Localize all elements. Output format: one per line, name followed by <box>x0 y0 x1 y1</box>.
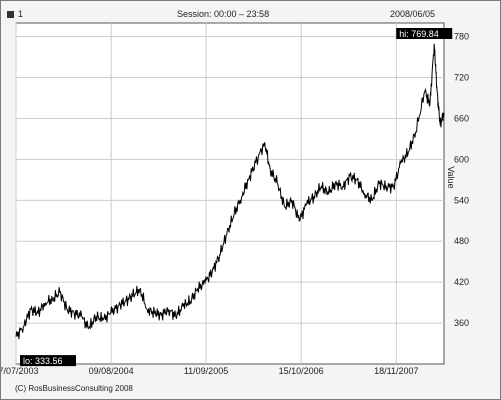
y-axis-label: Value <box>446 166 456 188</box>
y-tick-label: 480 <box>454 236 469 246</box>
low-marker-label: lo: 333.56 <box>23 356 63 366</box>
y-tick-label: 540 <box>454 195 469 205</box>
x-tick-label: 07/07/2003 <box>1 366 39 376</box>
y-tick-label: 660 <box>454 113 469 123</box>
x-tick-label: 11/09/2005 <box>184 366 228 376</box>
chart-window-icon <box>7 11 14 18</box>
y-tick-label: 780 <box>454 32 469 42</box>
window-number: 1 <box>18 9 24 19</box>
low-marker: lo: 333.56 <box>20 355 76 367</box>
price-line <box>15 43 445 340</box>
y-tick-label: 720 <box>454 73 469 83</box>
copyright-footer: (C) RosBusinessConsulting 2008 <box>15 384 133 393</box>
date-label: 2008/06/05 <box>390 9 436 19</box>
x-axis: 07/07/2003 09/08/2004 11/09/2005 15/10/2006… <box>1 366 419 376</box>
y-axis: 360 420 480 540 600 660 720 780 <box>454 32 469 328</box>
x-tick-label: 18/11/2007 <box>374 366 418 376</box>
y-tick-label: 600 <box>454 154 469 164</box>
session-label: Session: 00:00 – 23:58 <box>177 9 270 19</box>
y-tick-label: 360 <box>454 318 469 328</box>
low-marker-box <box>20 355 76 367</box>
plot-area <box>15 22 445 365</box>
high-marker-label: hi: 769.84 <box>399 29 439 39</box>
x-tick-label: 09/08/2004 <box>89 366 134 376</box>
high-marker-box <box>396 28 453 39</box>
y-tick-label: 420 <box>454 277 469 287</box>
high-marker: hi: 769.84 <box>396 28 453 39</box>
x-tick-label: 15/10/2006 <box>279 366 324 376</box>
y-grid <box>16 36 444 324</box>
chart-header: 1 Session: 00:00 – 23:58 2008/06/05 <box>1 1 500 23</box>
